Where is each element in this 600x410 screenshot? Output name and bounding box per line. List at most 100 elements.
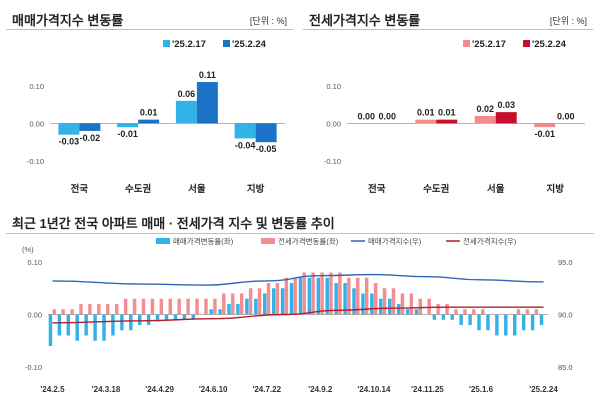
jeonse-category-label: 수도권 bbox=[423, 183, 449, 195]
trend-bar-sales bbox=[477, 314, 481, 331]
trend-bar-jeonse bbox=[481, 309, 485, 315]
trend-bar-sales bbox=[173, 314, 178, 320]
trend-bar-sales bbox=[352, 288, 356, 315]
jeonse-bar bbox=[415, 119, 437, 124]
trend-x-tick-label: '24.11.25 bbox=[411, 385, 444, 394]
trend-bar-jeonse bbox=[302, 272, 306, 315]
trend-right-tick-label: 90.0 bbox=[558, 311, 573, 320]
trend-bar-sales bbox=[209, 309, 213, 315]
sales-chart-title: 매매가격지수 변동률 bbox=[12, 13, 124, 28]
trend-bar-sales bbox=[182, 314, 187, 320]
trend-bar-sales bbox=[111, 314, 115, 336]
trend-bar-jeonse bbox=[204, 298, 208, 315]
trend-bar-sales bbox=[459, 314, 463, 325]
trend-x-tick-label: '24.7.22 bbox=[252, 385, 281, 394]
sales-ytick-label: 0.00 bbox=[29, 119, 44, 128]
trend-bar-jeonse bbox=[516, 309, 521, 315]
trend-bar-jeonse bbox=[266, 283, 271, 315]
trend-bar-sales bbox=[379, 298, 383, 315]
jeonse-change-panel: 전세가격지수 변동률 [단위 : %] '25.2.17 '25.2.24 -0.1… bbox=[303, 5, 593, 197]
trend-bar-sales bbox=[57, 314, 62, 336]
trend-bar-sales bbox=[155, 314, 160, 320]
trend-left-axis-unit: (%) bbox=[22, 245, 34, 254]
sales-data-label: 0.06 bbox=[178, 89, 196, 99]
jeonse-category-label: 서울 bbox=[487, 183, 505, 195]
trend-bar-sales bbox=[307, 277, 312, 315]
trend-bar-sales bbox=[530, 314, 535, 331]
jeonse-data-label: 0.02 bbox=[476, 104, 494, 114]
trend-bar-sales bbox=[75, 314, 79, 341]
jeonse-legend-label-1: '25.2.24 bbox=[532, 39, 567, 50]
trend-bar-jeonse bbox=[248, 288, 253, 315]
trend-bar-sales bbox=[48, 314, 53, 346]
trend-bar-jeonse bbox=[347, 277, 351, 315]
trend-bar-jeonse bbox=[445, 304, 449, 315]
trend-jeonse-index-line bbox=[52, 306, 544, 324]
trend-bar-sales bbox=[450, 314, 454, 320]
trend-bar-jeonse bbox=[168, 298, 172, 315]
trend-bar-sales bbox=[84, 314, 88, 336]
trend-bar-jeonse bbox=[257, 288, 262, 315]
sales-data-label: -0.05 bbox=[256, 144, 277, 154]
trend-bar-sales bbox=[280, 288, 285, 315]
trend-bar-jeonse bbox=[400, 293, 405, 315]
jeonse-ytick-label: 0.10 bbox=[326, 82, 341, 91]
trend-bar-jeonse bbox=[534, 309, 539, 315]
jeonse-bar bbox=[534, 123, 556, 128]
sales-bar bbox=[138, 119, 160, 124]
jeonse-legend-swatch-1 bbox=[523, 40, 530, 47]
sales-data-label: 0.01 bbox=[140, 108, 158, 118]
trend-bar-sales bbox=[539, 314, 544, 325]
trend-x-tick-label: '24.10.14 bbox=[357, 385, 391, 394]
trend-bar-jeonse bbox=[275, 283, 280, 315]
trend-bar-jeonse bbox=[141, 298, 146, 315]
sales-bar bbox=[234, 123, 256, 139]
jeonse-chart-title: 전세가격지수 변동률 bbox=[309, 13, 421, 28]
trend-bar-jeonse bbox=[213, 298, 217, 315]
trend-bar-sales bbox=[504, 314, 508, 336]
sales-category-label: 지방 bbox=[247, 183, 265, 195]
trend-bar-sales bbox=[343, 283, 347, 315]
trend-x-tick-label: '24.3.18 bbox=[92, 385, 121, 394]
trend-bar-jeonse bbox=[97, 304, 101, 315]
trend-right-tick-label: 85.0 bbox=[558, 363, 573, 372]
jeonse-unit-label: [단위 : %] bbox=[549, 16, 587, 26]
trend-bar-sales bbox=[245, 298, 249, 315]
trend-bar-sales bbox=[120, 314, 124, 331]
trend-panel: 최근 1년간 전국 아파트 매매 · 전세가격 지수 및 변동률 추이 매매가격… bbox=[6, 207, 594, 407]
sales-bar bbox=[255, 123, 277, 143]
jeonse-bar bbox=[436, 119, 458, 124]
trend-sales-index-line bbox=[52, 273, 544, 286]
trend-bar-sales bbox=[227, 304, 231, 315]
trend-bar-sales bbox=[521, 314, 526, 331]
trend-bar-sales bbox=[254, 298, 258, 315]
trend-legend-label-1: 전세가격변동률(좌) bbox=[278, 236, 339, 246]
trend-bar-sales bbox=[164, 314, 169, 320]
trend-bar-sales bbox=[486, 314, 490, 331]
sales-data-label: -0.04 bbox=[235, 140, 256, 150]
sales-legend-swatch-1 bbox=[223, 40, 230, 47]
trend-bar-sales bbox=[325, 277, 329, 315]
trend-bar-jeonse bbox=[150, 298, 155, 315]
trend-bar-jeonse bbox=[454, 309, 458, 315]
trend-bar-sales bbox=[396, 304, 401, 315]
jeonse-category-label: 지방 bbox=[547, 183, 565, 195]
trend-bar-sales bbox=[388, 298, 392, 315]
trend-bar-sales bbox=[298, 277, 303, 315]
sales-data-label: 0.11 bbox=[199, 70, 216, 80]
trend-bar-sales bbox=[102, 314, 106, 341]
trend-bar-jeonse bbox=[61, 309, 65, 315]
trend-bar-sales bbox=[513, 314, 517, 336]
trend-bar-sales bbox=[66, 314, 71, 336]
trend-legend-swatch-0 bbox=[156, 238, 170, 244]
trend-x-tick-label: '24.9.2 bbox=[308, 385, 333, 394]
trend-bar-jeonse bbox=[114, 304, 119, 315]
sales-unit-label: [단위 : %] bbox=[249, 16, 287, 26]
sales-data-label: -0.02 bbox=[80, 133, 101, 143]
trend-bar-sales bbox=[361, 293, 365, 315]
trend-bar-sales bbox=[218, 309, 222, 315]
trend-bar-sales bbox=[146, 314, 151, 325]
trend-left-tick-label: 0.10 bbox=[27, 258, 42, 267]
jeonse-ytick-label: -0.10 bbox=[324, 157, 341, 166]
trend-bar-jeonse bbox=[159, 298, 164, 315]
